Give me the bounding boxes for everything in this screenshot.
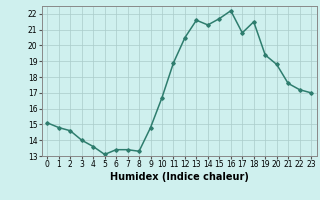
- X-axis label: Humidex (Indice chaleur): Humidex (Indice chaleur): [110, 172, 249, 182]
